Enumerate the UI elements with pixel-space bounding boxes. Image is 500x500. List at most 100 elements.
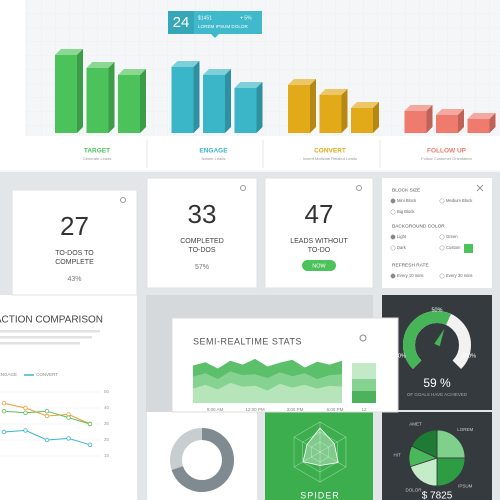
tooltip-amount: $1451 <box>198 15 212 21</box>
spider-grid <box>311 441 329 463</box>
card-icon <box>356 185 362 191</box>
bar-top <box>288 79 316 85</box>
settings-icon[interactable] <box>359 334 367 342</box>
todo-percent: 43% <box>67 276 81 283</box>
todo-percent: 57% <box>195 264 209 271</box>
radio[interactable] <box>439 198 445 204</box>
settings-title: BACKGROUND COLOR <box>392 223 445 229</box>
legend-label: ENGAGE <box>0 372 17 377</box>
series-point <box>23 410 28 415</box>
bar-top-shade <box>319 89 348 95</box>
radio[interactable] <box>390 245 396 251</box>
radio[interactable] <box>439 273 445 279</box>
y-tick-label: 10 <box>104 453 110 458</box>
series-point <box>87 442 93 447</box>
todo-number: 47 <box>305 199 334 229</box>
stack-segment <box>352 363 376 379</box>
bar-side <box>140 69 146 133</box>
settings-card <box>382 178 492 288</box>
radio[interactable] <box>439 234 445 240</box>
todo-label: TO-DO <box>308 247 331 254</box>
radio[interactable] <box>390 234 396 240</box>
y-tick-label: 40 <box>104 405 110 410</box>
pie-slice <box>436 457 466 487</box>
reaction-card <box>0 295 137 500</box>
todo-label: LEADS WITHOUT <box>290 238 348 245</box>
tooltip-change: + 5% <box>240 15 252 21</box>
bar-top <box>467 113 496 119</box>
bar-top-shade <box>234 82 263 88</box>
bar-front <box>171 67 194 133</box>
radio-label: Big Block <box>397 209 415 214</box>
bar-side-shade <box>77 49 83 133</box>
group-label: TARGET <box>84 148 110 155</box>
bar <box>288 79 316 133</box>
series-point <box>1 401 7 406</box>
bar-side <box>77 49 83 133</box>
radio[interactable] <box>390 273 396 279</box>
bar-top-shade <box>55 49 83 55</box>
bar-top <box>203 69 231 75</box>
bar <box>203 69 231 133</box>
series-point <box>23 428 28 433</box>
bar-front <box>467 119 490 133</box>
todo-label: COMPLETED <box>180 238 224 245</box>
spider-axis <box>293 451 321 468</box>
group-label: CONVERT <box>314 148 346 155</box>
bar-side-shade <box>225 69 231 133</box>
tooltip-value: 24 <box>173 14 190 31</box>
now-button[interactable] <box>302 260 336 271</box>
todo-card <box>264 177 374 289</box>
bar-top-shade <box>86 62 115 68</box>
gauge-scale-label: 50% <box>431 307 442 313</box>
bar-side-shade <box>140 69 146 133</box>
todo-label: COMPLETE <box>55 259 94 266</box>
spider-title: SPIDER <box>300 490 340 500</box>
gauge-scale-label: 100% <box>462 353 476 359</box>
bar-top <box>234 82 263 88</box>
bar <box>436 109 464 133</box>
bar-front <box>203 75 225 133</box>
bar-side-shade <box>108 62 115 133</box>
bar-top <box>319 89 348 95</box>
bar-top-shade <box>171 61 200 67</box>
bar-side <box>108 62 115 133</box>
tooltip-pointer <box>211 34 219 38</box>
bar-top <box>118 69 146 75</box>
radio-label: Custom <box>446 245 461 250</box>
bar-front <box>404 111 427 133</box>
close-icon[interactable] <box>476 184 484 192</box>
color-swatch[interactable] <box>464 244 473 253</box>
bar-front <box>319 95 342 133</box>
todo-number: 27 <box>60 211 89 241</box>
spider-card <box>265 412 373 500</box>
now-button-label: NOW <box>312 263 326 269</box>
bar-top-shade <box>351 102 379 108</box>
settings-title: BLOCK SIZE <box>392 187 420 193</box>
bar-side <box>341 89 348 133</box>
bar-top-shade <box>203 69 231 75</box>
text-placeholder <box>0 342 80 345</box>
text-placeholder <box>0 336 92 339</box>
bar-front <box>86 68 109 133</box>
gauge-value: 59 % <box>423 376 451 390</box>
bar-top-shade <box>118 69 146 75</box>
group-label: FOLLOW UP <box>427 148 467 155</box>
x-label: 6:00 PM <box>327 407 344 412</box>
y-tick-label: 20 <box>104 437 110 442</box>
radio[interactable] <box>390 198 396 204</box>
spider-axis <box>319 436 347 453</box>
tooltip-accent <box>168 11 194 34</box>
bar <box>234 82 263 133</box>
bar-top <box>351 102 379 108</box>
bar-side <box>193 61 200 133</box>
bar-top-shade <box>288 79 316 85</box>
radio[interactable] <box>439 245 445 251</box>
bar <box>319 89 348 133</box>
todo-label: TO-DOS TO <box>55 250 94 257</box>
radio[interactable] <box>390 209 396 215</box>
spider-area <box>302 427 339 466</box>
bar-front <box>351 108 373 133</box>
